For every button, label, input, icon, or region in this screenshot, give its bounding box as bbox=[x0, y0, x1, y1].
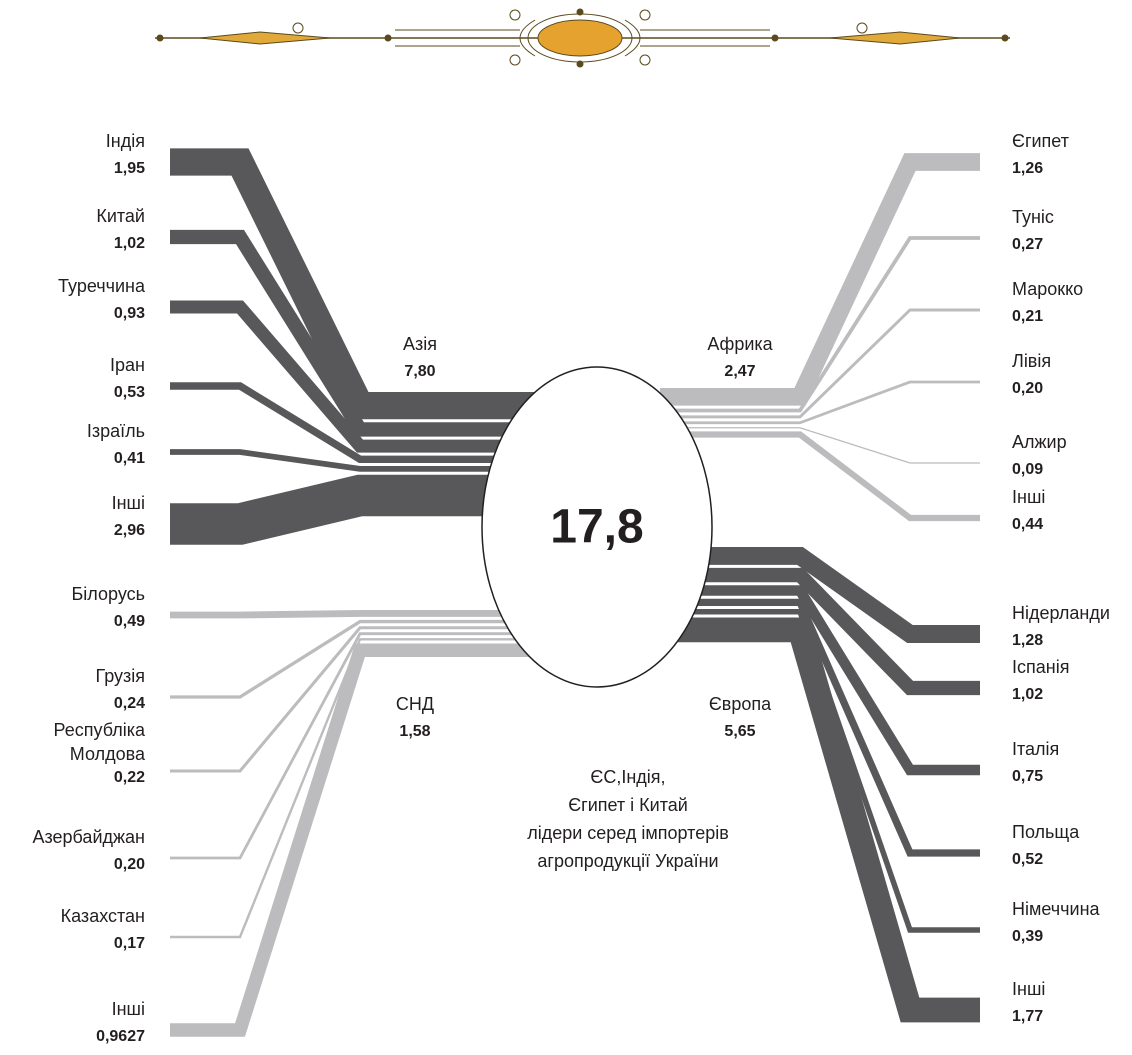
flow-ribbon bbox=[170, 229, 540, 437]
flow-ribbon bbox=[170, 619, 540, 699]
country-value: 1,28 bbox=[1012, 632, 1043, 649]
country-value: 0,22 bbox=[114, 769, 145, 786]
country-label: Нідерланди bbox=[1012, 603, 1110, 623]
region-name: Європа bbox=[709, 694, 772, 714]
flow-ribbon bbox=[170, 632, 540, 860]
country-value: 1,95 bbox=[114, 160, 145, 177]
annotation: агропродукції України bbox=[537, 851, 718, 871]
region-value: 7,80 bbox=[404, 363, 435, 380]
country-label: Азербайджан bbox=[32, 827, 145, 847]
flow-ribbon bbox=[170, 474, 540, 545]
country-label: Індія bbox=[106, 131, 145, 151]
country-value: 1,02 bbox=[114, 235, 145, 252]
country-label: Марокко bbox=[1012, 279, 1083, 299]
country-label: Іран bbox=[110, 355, 145, 375]
country-label: Казахстан bbox=[61, 906, 145, 926]
flow-ribbon bbox=[660, 617, 980, 1023]
country-label: Інші bbox=[112, 999, 145, 1019]
ornament bbox=[155, 8, 1010, 68]
flow-ribbon bbox=[660, 547, 980, 643]
country-value: 0,93 bbox=[114, 305, 145, 322]
region-value: 1,58 bbox=[399, 723, 430, 740]
flow-ribbon bbox=[660, 427, 980, 464]
country-label: Туніс bbox=[1012, 207, 1054, 227]
flow-ribbon bbox=[660, 585, 980, 776]
country-value: 0,39 bbox=[1012, 928, 1043, 945]
country-label: Грузія bbox=[95, 666, 145, 686]
flow-ribbon bbox=[170, 300, 540, 453]
country-value: 0,27 bbox=[1012, 236, 1043, 253]
flow-ribbon bbox=[660, 608, 980, 933]
country-label: Німеччина bbox=[1012, 899, 1101, 919]
total: 17,8 bbox=[550, 501, 643, 554]
flows bbox=[170, 148, 980, 1037]
flow-ribbon bbox=[660, 236, 980, 413]
flow-ribbon bbox=[170, 148, 540, 420]
country-label: Ізраїль bbox=[87, 421, 145, 441]
flow-ribbon bbox=[170, 382, 540, 464]
flow-ribbon bbox=[170, 610, 540, 619]
labels: Індія 1,95 Китай 1,02 Туреччина 0,93 Іран 0,53 І… bbox=[32, 131, 1109, 1045]
flow-ribbon bbox=[170, 626, 540, 773]
center-ellipse bbox=[481, 366, 713, 688]
annotation: лідери серед імпортерів bbox=[527, 823, 729, 843]
flow-ribbon bbox=[660, 153, 980, 406]
country-label: Білорусь bbox=[71, 584, 145, 604]
country-value: 1,26 bbox=[1012, 160, 1043, 177]
flow-ribbon bbox=[170, 643, 540, 1037]
country-label: Китай bbox=[96, 206, 145, 226]
annotation: Єгипет і Китай bbox=[568, 795, 688, 815]
country-label: Інші bbox=[112, 493, 145, 513]
region-name: СНД bbox=[396, 694, 434, 714]
flow-ribbon bbox=[660, 308, 980, 419]
region-name: Азія bbox=[403, 334, 437, 354]
flow-ribbon bbox=[660, 567, 980, 696]
flow-ribbon bbox=[170, 638, 540, 939]
country-label: Лівія bbox=[1012, 351, 1051, 371]
country-value: 0,75 bbox=[1012, 768, 1043, 785]
country-value: 0,20 bbox=[1012, 380, 1043, 397]
region-value: 5,65 bbox=[724, 723, 755, 740]
flow-ribbon bbox=[170, 449, 540, 472]
country-label: Туреччина bbox=[58, 276, 146, 296]
country-label: Італія bbox=[1012, 739, 1059, 759]
country-value: 0,52 bbox=[1012, 851, 1043, 868]
country-value: 2,96 bbox=[114, 522, 145, 539]
country-value: 0,9627 bbox=[96, 1028, 145, 1045]
country-label: Інші bbox=[1012, 979, 1045, 999]
country-value: 0,17 bbox=[114, 935, 145, 952]
flow-ribbon bbox=[660, 598, 980, 857]
country-label: Алжир bbox=[1012, 432, 1067, 452]
country-label: Польща bbox=[1012, 822, 1080, 842]
country-label: Республіка Молдова bbox=[54, 720, 146, 764]
country-value: 0,20 bbox=[114, 856, 145, 873]
country-value: 0,44 bbox=[1012, 516, 1043, 533]
country-value: 0,53 bbox=[114, 384, 145, 401]
country-value: 1,77 bbox=[1012, 1008, 1043, 1025]
country-label: Іспанія bbox=[1012, 657, 1069, 677]
region-name: Африка bbox=[707, 334, 773, 354]
country-value: 0,21 bbox=[1012, 308, 1043, 325]
flow-ribbon bbox=[660, 380, 980, 425]
country-value: 0,41 bbox=[114, 450, 145, 467]
country-value: 1,02 bbox=[1012, 686, 1043, 703]
country-label: Інші bbox=[1012, 487, 1045, 507]
country-value: 0,49 bbox=[114, 613, 145, 630]
country-value: 0,24 bbox=[114, 695, 145, 712]
country-value: 0,09 bbox=[1012, 461, 1043, 478]
flow-ribbon bbox=[660, 431, 980, 522]
country-label: Єгипет bbox=[1012, 131, 1069, 151]
region-value: 2,47 bbox=[724, 363, 755, 380]
annotation: ЄС,Індія, bbox=[590, 767, 665, 787]
